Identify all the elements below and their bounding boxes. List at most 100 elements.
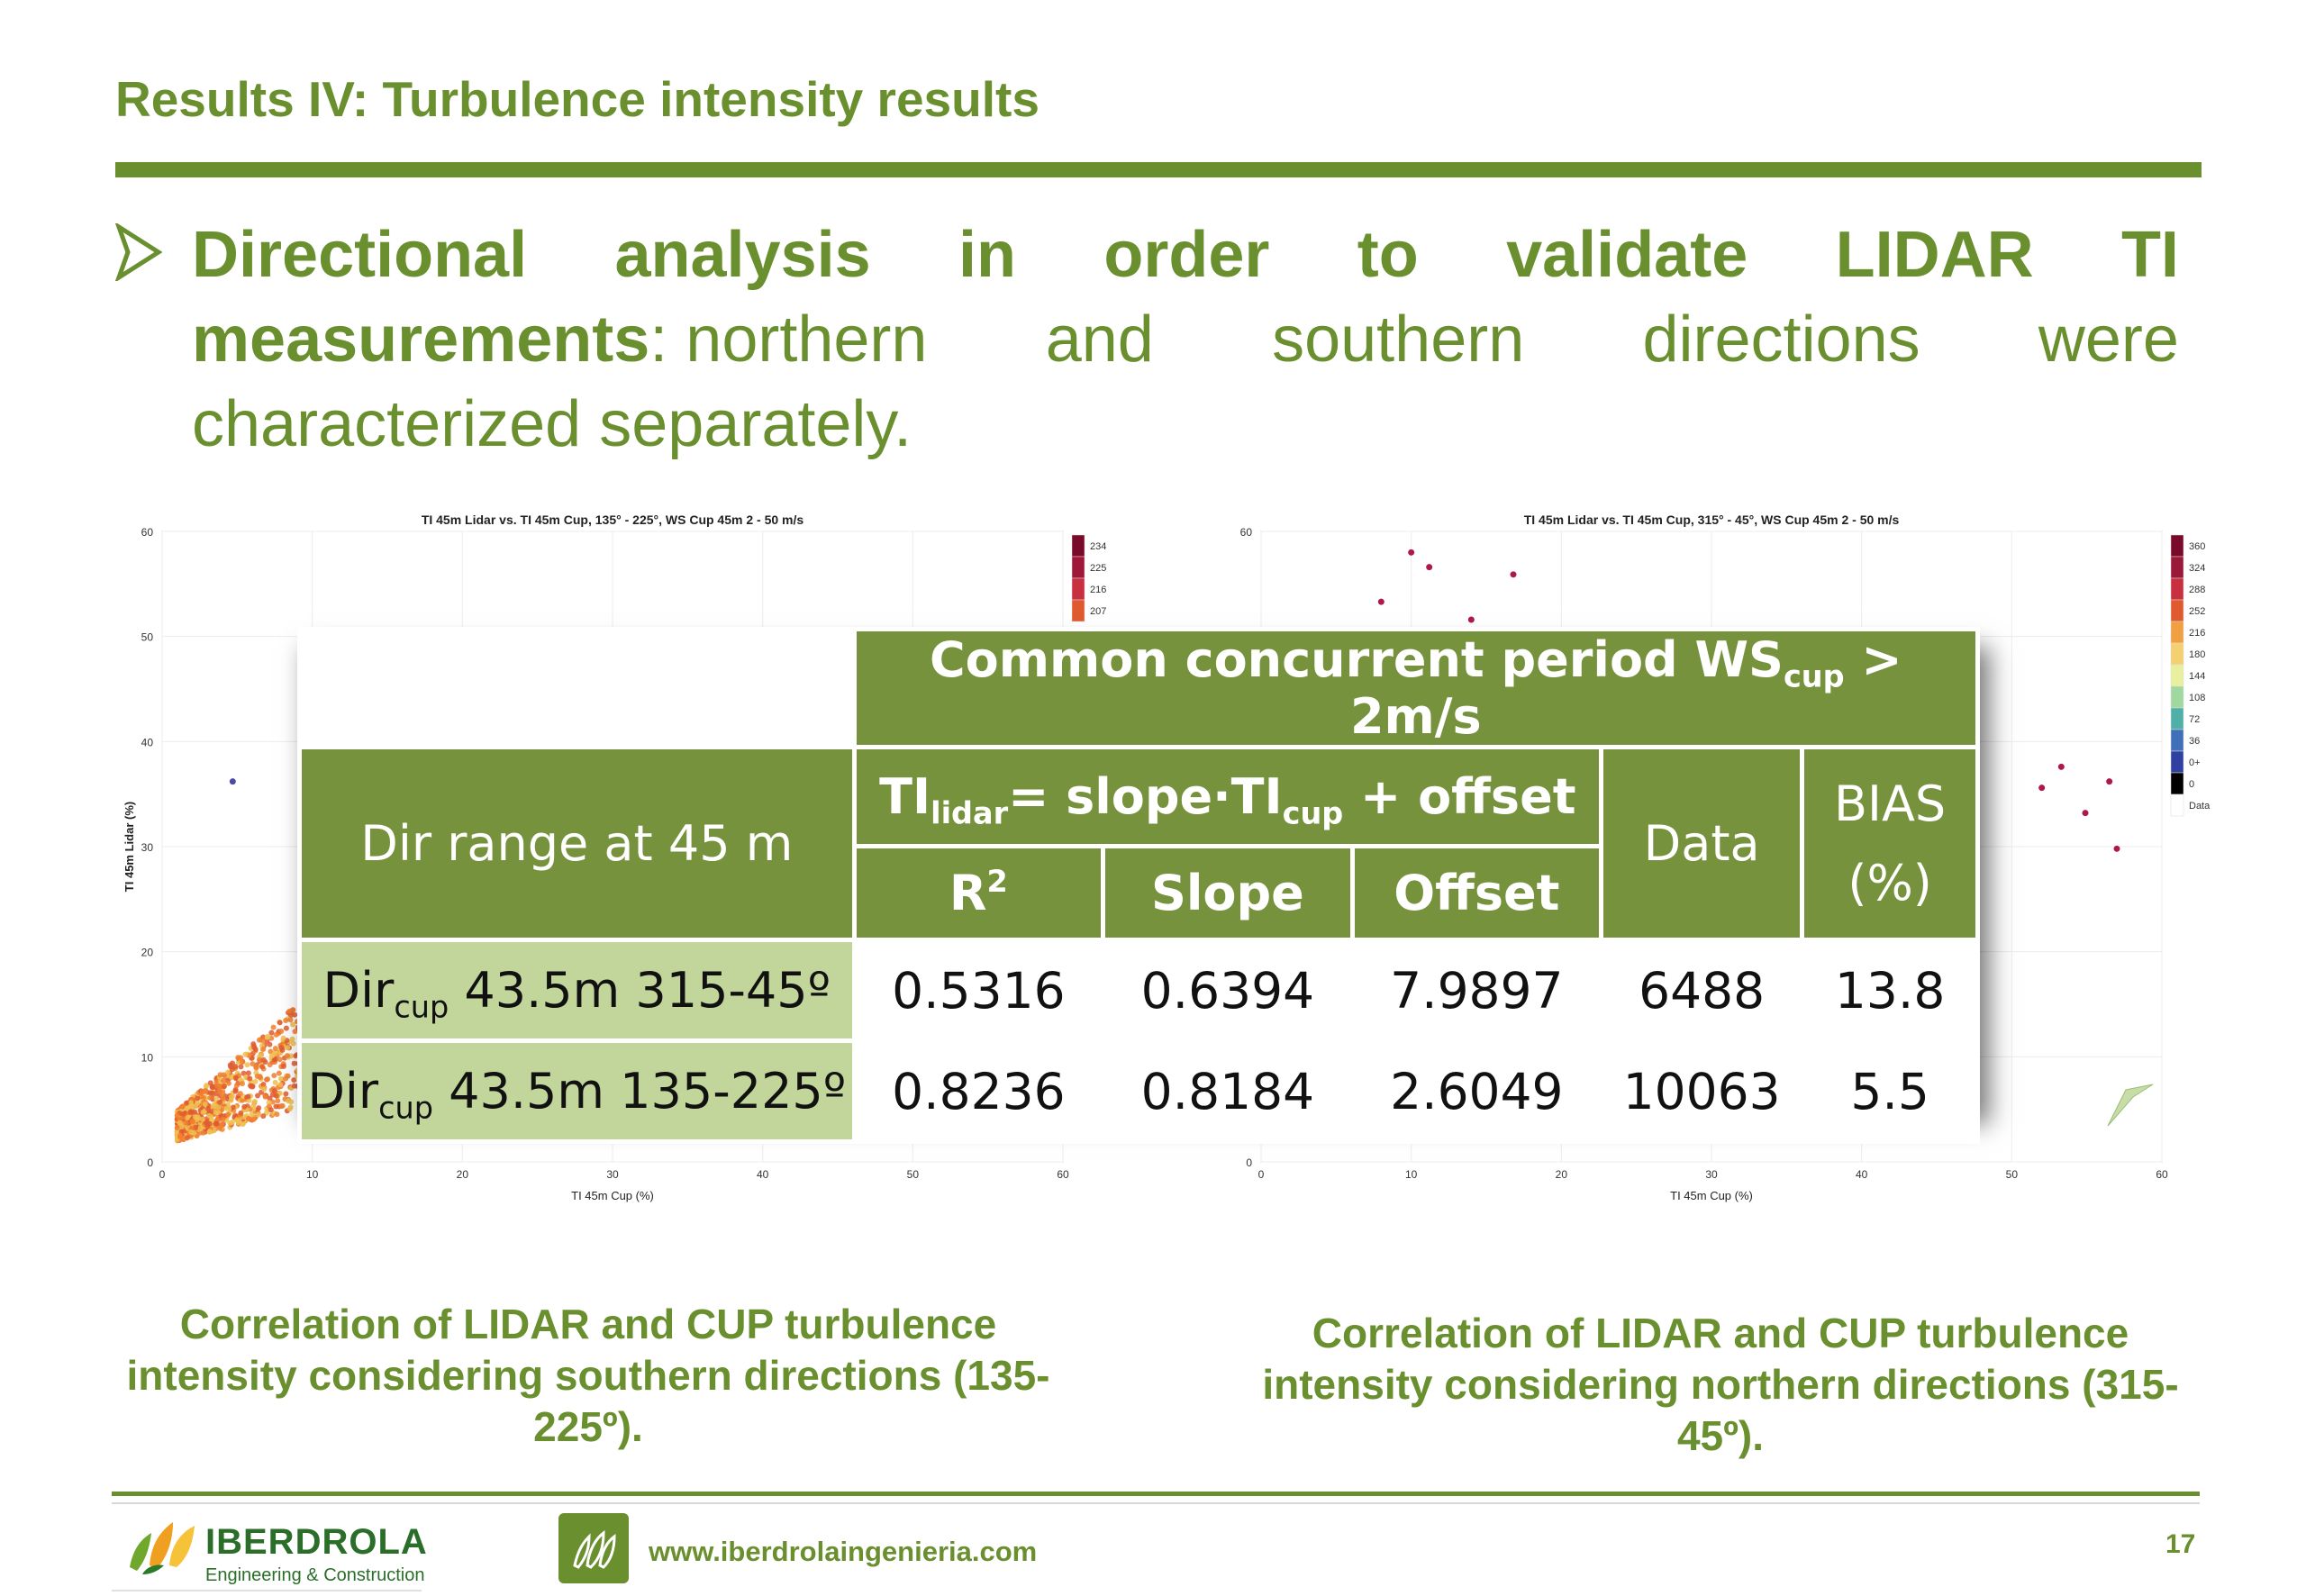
y-tick-label: 50 <box>141 631 154 644</box>
slope-cell: 0.8184 <box>1101 1038 1355 1144</box>
data-point <box>213 1120 219 1127</box>
data-point <box>248 1083 254 1089</box>
colorbar-segment <box>1071 599 1085 622</box>
bias-cell: 5.5 <box>1800 1038 1980 1144</box>
dir-range-header: Dir range at 45 m <box>297 745 857 942</box>
data-point <box>280 1063 286 1069</box>
colorbar-label: 324 <box>2189 563 2205 574</box>
eq-tail: + offset <box>1343 768 1576 825</box>
x-tick-label: 10 <box>1405 1168 1418 1181</box>
data-point <box>283 1075 289 1082</box>
table-row: Dircup 43.5m 135-225º 0.8236 0.8184 2.60… <box>297 1038 1980 1144</box>
x-tick-label: 20 <box>457 1168 469 1181</box>
data-point <box>197 1125 204 1131</box>
data-point <box>277 1056 283 1063</box>
data-point <box>284 1053 290 1059</box>
data-point <box>227 1062 233 1068</box>
y-axis-label: TI 45m Lidar (%) <box>123 802 136 892</box>
row-dir-label: Dircup 43.5m 135-225º <box>297 1038 857 1144</box>
data-point <box>220 1095 226 1102</box>
data-point <box>272 1046 278 1052</box>
data-point <box>271 1056 277 1063</box>
data-point <box>177 1132 183 1138</box>
slope-cell: 0.6394 <box>1101 938 1355 1043</box>
data-point <box>183 1120 189 1126</box>
bullet-segment: measurements: northern <box>192 297 927 382</box>
outlier-point <box>229 778 236 785</box>
data-point <box>251 1099 258 1105</box>
period-header-sub: cup <box>1783 658 1845 694</box>
bullet-word: were <box>2038 304 2179 376</box>
data-point <box>267 1062 273 1068</box>
offset-cell: 7.9897 <box>1349 938 1604 1043</box>
row-dir-label: Dircup 43.5m 315-45º <box>297 938 857 1043</box>
bullet-word: to <box>1357 219 1419 291</box>
data-point <box>207 1094 213 1101</box>
outlier-point <box>2057 763 2065 770</box>
data-point <box>278 1028 285 1034</box>
data-point <box>256 1105 262 1111</box>
data-point <box>188 1129 195 1135</box>
row-dir-sub: cup <box>378 1090 433 1126</box>
data-point <box>277 1075 284 1082</box>
colorbar-segment <box>2170 793 2184 817</box>
data-point <box>240 1121 246 1128</box>
bullet-word: in <box>958 219 1016 291</box>
row-dir-sub: cup <box>394 989 449 1025</box>
colorbar-segment <box>2170 664 2184 687</box>
eq-cup-sub: cup <box>1282 795 1344 831</box>
x-tick-label: 60 <box>2156 1168 2168 1181</box>
colorbar-segment <box>1071 534 1085 558</box>
colorbar-label: 252 <box>2189 606 2205 617</box>
data-point <box>262 1093 268 1100</box>
data-point <box>277 1020 283 1026</box>
colorbar-label: 360 <box>2189 541 2205 552</box>
data-point <box>286 1098 292 1104</box>
data-point <box>225 1080 232 1086</box>
bullet-word: analysis <box>614 219 871 291</box>
eq-ti: TI <box>879 768 931 825</box>
data-point <box>174 1112 180 1119</box>
data-point <box>235 1120 241 1126</box>
data-point <box>192 1114 198 1120</box>
data-point <box>247 1075 253 1082</box>
page-number: 17 <box>2165 1529 2196 1559</box>
y-tick-label: 60 <box>1240 526 1253 539</box>
data-point <box>247 1116 253 1122</box>
outlier-point <box>2082 810 2089 817</box>
data-point <box>180 1111 186 1117</box>
watermark-leaf-icon <box>2107 1084 2154 1127</box>
period-header: Common concurrent period WScup > 2m/s <box>851 627 1981 749</box>
data-point <box>268 1048 274 1055</box>
row-dir-text: Dir <box>307 1063 379 1120</box>
bullet-line-1: Directional analysis in order to validat… <box>192 213 2179 297</box>
bullet-word: LIDAR <box>1835 219 2034 291</box>
bullet-line-3: characterized separately. <box>192 388 912 460</box>
data-point <box>200 1129 206 1136</box>
outlier-point <box>2038 784 2046 792</box>
colorbar-segment <box>2170 642 2184 666</box>
data-point <box>273 1031 279 1038</box>
r2-header-sup: 2 <box>986 863 1008 899</box>
data-point <box>268 1029 275 1036</box>
data-point <box>221 1077 227 1084</box>
colorbar-label: 234 <box>1090 541 1106 552</box>
r2-header-text: R <box>949 865 987 921</box>
colorbar-label: 36 <box>2189 736 2200 747</box>
colorbar-segment <box>2170 772 2184 795</box>
data-point <box>250 1116 257 1122</box>
colorbar-segment <box>1071 556 1085 579</box>
leaf-badge-icon <box>558 1513 629 1583</box>
data-point <box>200 1109 206 1115</box>
data-point <box>257 1074 263 1080</box>
data-point <box>213 1095 220 1102</box>
data-point <box>291 1060 297 1066</box>
data-point <box>268 1107 274 1113</box>
bullet-word: : northern <box>649 304 928 376</box>
footer-url[interactable]: www.iberdrolaingenieria.com <box>649 1536 1038 1567</box>
bias-header: BIAS (%) <box>1800 745 1980 942</box>
data-point <box>217 1085 223 1092</box>
eq-mid: = slope·TI <box>1008 768 1283 825</box>
colorbar-segment <box>2170 621 2184 644</box>
data-point <box>271 1073 277 1079</box>
